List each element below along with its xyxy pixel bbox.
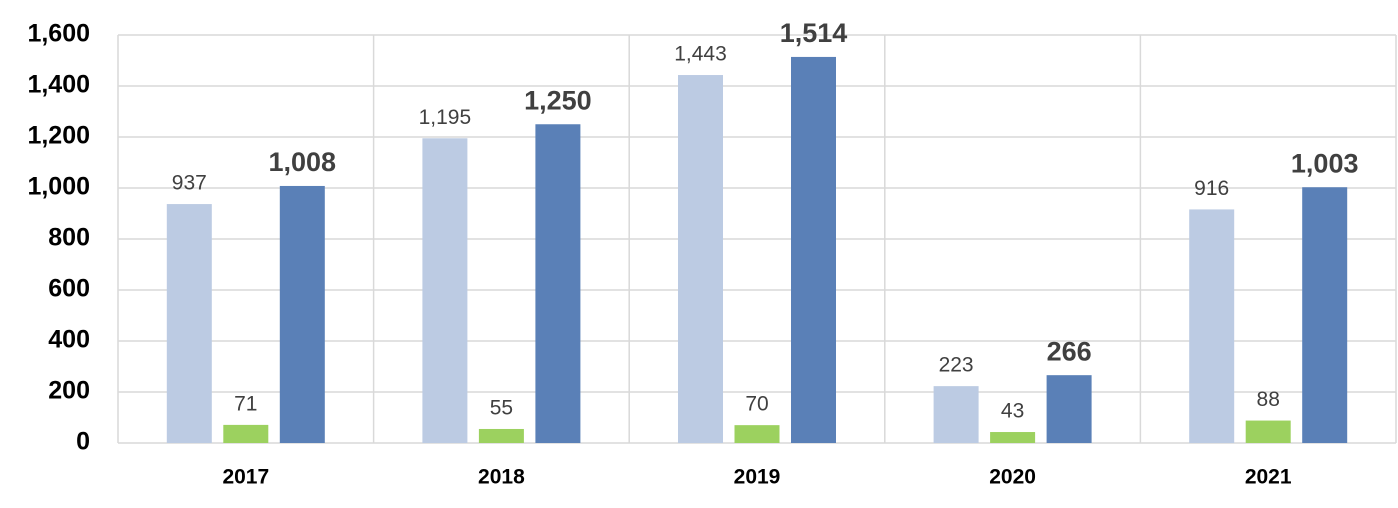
data-label: 1,008 [269, 147, 337, 177]
bar [1046, 375, 1092, 443]
data-label: 71 [234, 392, 257, 415]
bar [535, 124, 581, 443]
bar [1189, 209, 1235, 443]
y-tick-label: 1,200 [27, 122, 90, 150]
y-tick-label: 600 [48, 275, 90, 303]
data-label: 88 [1257, 388, 1280, 411]
data-label: 266 [1047, 336, 1092, 366]
y-tick-label: 1,000 [27, 173, 90, 201]
bar [1245, 420, 1291, 443]
bar [933, 386, 979, 443]
bar [791, 56, 836, 444]
data-label: 916 [1194, 177, 1229, 200]
y-tick-label: 1,400 [27, 71, 90, 99]
y-tick-label: 1,600 [27, 20, 90, 48]
data-label: 1,514 [780, 18, 848, 48]
bar [478, 428, 524, 443]
y-tick-label: 0 [76, 428, 90, 456]
bar [734, 425, 780, 443]
data-label: 1,250 [524, 85, 592, 115]
x-tick-label: 2021 [1245, 466, 1292, 489]
x-tick-label: 2017 [222, 466, 269, 489]
data-label: 1,003 [1291, 148, 1359, 178]
data-label: 1,195 [419, 106, 472, 129]
bar [422, 138, 468, 443]
y-tick-label: 400 [48, 326, 90, 354]
x-tick-label: 2019 [734, 466, 781, 489]
y-tick-label: 200 [48, 377, 90, 405]
bar [223, 424, 269, 443]
data-label: 43 [1001, 400, 1024, 423]
data-label: 55 [490, 397, 513, 420]
y-tick-label: 800 [48, 224, 90, 252]
data-label: 223 [939, 354, 974, 377]
bar [678, 75, 723, 443]
bar [166, 204, 212, 443]
x-tick-label: 2020 [989, 466, 1036, 489]
bar [1302, 187, 1348, 443]
data-label: 70 [745, 393, 768, 416]
bar [279, 185, 325, 443]
data-label: 1,443 [674, 43, 727, 66]
bar [990, 432, 1036, 443]
data-label: 937 [172, 172, 207, 195]
x-tick-label: 2018 [478, 466, 525, 489]
